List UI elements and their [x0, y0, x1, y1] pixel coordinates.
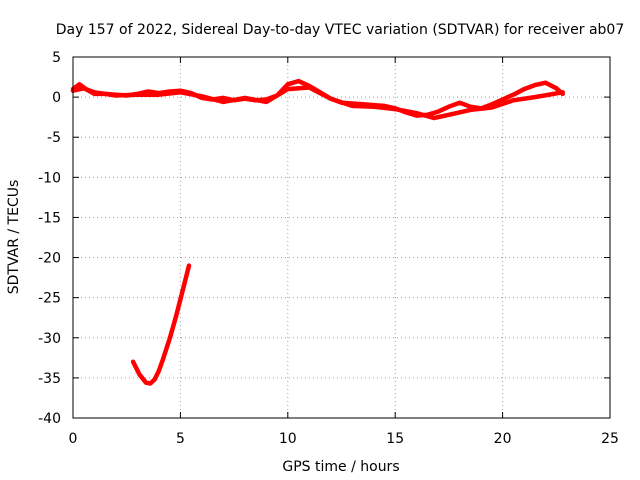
x-tick-label: 20 — [494, 431, 512, 447]
y-tick-label: -5 — [47, 130, 61, 146]
x-tick-label: 0 — [69, 431, 78, 447]
y-tick-label: -10 — [38, 170, 61, 186]
y-tick-label: 5 — [52, 50, 61, 66]
grid-layer — [73, 57, 610, 418]
series-line-dip — [130, 263, 192, 386]
y-axis-label: SDTVAR / TECUs — [6, 180, 22, 295]
x-tick-label: 5 — [176, 431, 185, 447]
x-axis-label: GPS time / hours — [282, 459, 399, 475]
plot-frame — [72, 56, 611, 419]
tick-layer: 0 5 10 15 20 25 5 0 -5 -10 -15 -20 -25 -30 -35 -40 — [38, 50, 619, 447]
y-tick-label: -35 — [38, 371, 61, 387]
series-line-band-b — [70, 85, 565, 121]
y-tick-label: -15 — [38, 210, 61, 226]
x-tick-label: 10 — [279, 431, 297, 447]
y-tick-label: -40 — [38, 411, 61, 427]
series-line-band-a — [70, 78, 565, 118]
y-tick-label: -20 — [38, 251, 61, 267]
y-tick-label: 0 — [52, 90, 61, 106]
y-tick-label: -25 — [38, 291, 61, 307]
x-tick-label: 25 — [601, 431, 619, 447]
y-tick-label: -30 — [38, 331, 61, 347]
chart-title: Day 157 of 2022, Sidereal Day-to-day VTE… — [56, 22, 625, 38]
x-tick-label: 15 — [386, 431, 404, 447]
trace-layer — [70, 78, 565, 386]
